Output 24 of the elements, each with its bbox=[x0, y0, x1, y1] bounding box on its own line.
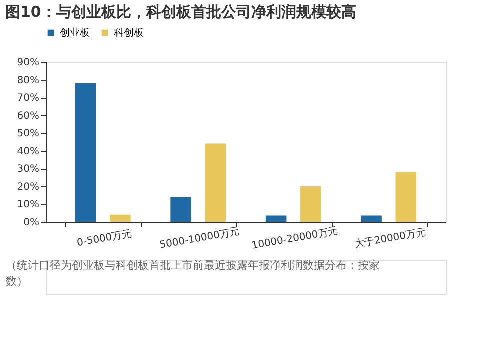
x-tick-label: 0-5000万元 bbox=[76, 228, 133, 250]
legend-label: 科创板 bbox=[114, 27, 144, 39]
x-tick-label: 大于20000万元 bbox=[354, 226, 427, 251]
bar bbox=[300, 186, 322, 222]
bar bbox=[170, 197, 192, 222]
y-tick-label: 10% bbox=[17, 200, 40, 211]
y-tick-label: 40% bbox=[17, 146, 40, 158]
legend-label: 创业板 bbox=[60, 27, 90, 39]
bar bbox=[396, 172, 417, 222]
chart-title: 图10：与创业板比，科创板首批公司净利润规模较高 bbox=[6, 3, 356, 21]
bar bbox=[361, 216, 382, 222]
bar bbox=[75, 83, 96, 222]
y-tick-label: 30% bbox=[17, 164, 40, 176]
bar bbox=[266, 216, 287, 222]
y-tick-label: 50% bbox=[17, 128, 40, 140]
y-tick-label: 80% bbox=[17, 75, 40, 86]
y-tick-label: 70% bbox=[17, 93, 40, 104]
y-tick-label: 60% bbox=[17, 110, 40, 122]
y-tick-label: 20% bbox=[17, 182, 40, 193]
y-tick-label: 90% bbox=[17, 58, 40, 68]
text: （统计口径为创业板与科创板首批上市前最近披露年报净利润数据分布：按家数） bbox=[6, 259, 380, 288]
bar bbox=[110, 214, 131, 222]
y-tick-label: 0% bbox=[24, 218, 40, 228]
bar bbox=[205, 144, 226, 222]
